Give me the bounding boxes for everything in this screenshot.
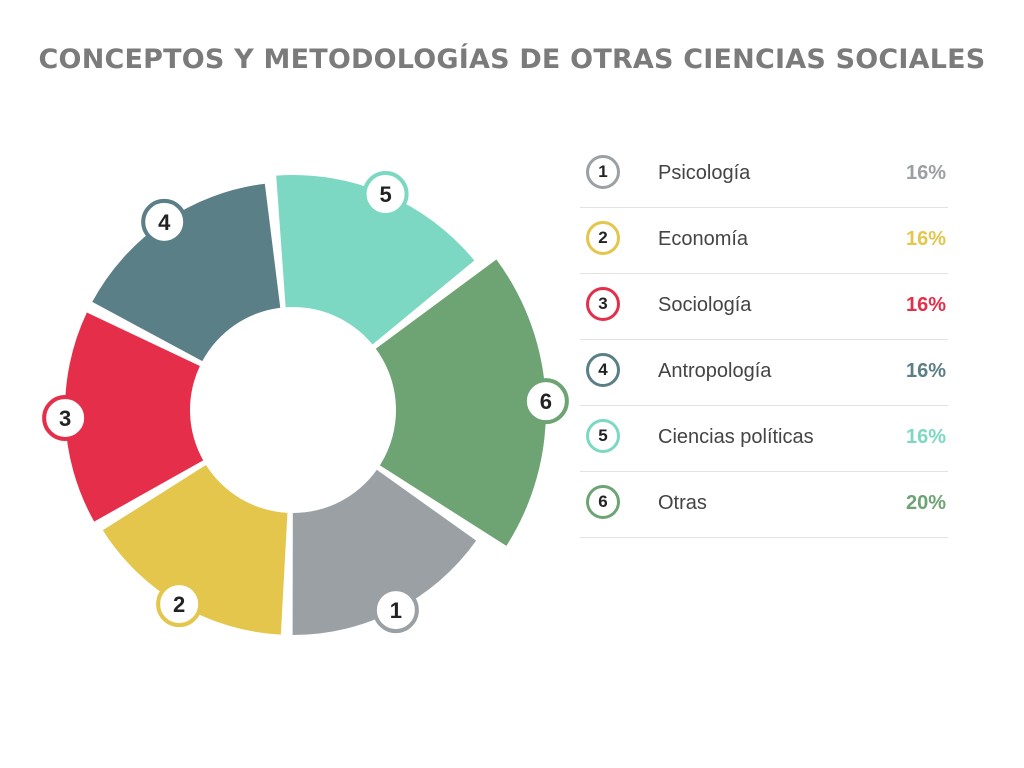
legend-value: 16% <box>905 426 946 448</box>
legend-item: 3 Sociología 16% <box>580 274 948 340</box>
legend-item: 5 Ciencias políticas 16% <box>580 406 948 472</box>
legend-label: Ciencias políticas <box>658 426 814 448</box>
legend-value: 16% <box>905 228 946 250</box>
slice-marker-label: 1 <box>390 598 402 623</box>
legend-marker: 3 <box>586 287 620 321</box>
donut-slice-2 <box>102 465 288 635</box>
legend-marker: 1 <box>586 155 620 189</box>
legend-marker: 2 <box>586 221 620 255</box>
slice-marker-label: 6 <box>540 389 552 414</box>
slice-marker-5: 5 <box>362 171 409 218</box>
slice-marker-2: 2 <box>156 581 203 628</box>
page-title: CONCEPTOS Y METODOLOGÍAS DE OTRAS CIENCI… <box>38 44 986 75</box>
legend-marker: 5 <box>586 419 620 453</box>
legend-label: Otras <box>658 492 707 514</box>
donut-slice-4 <box>92 183 281 362</box>
legend-item: 2 Economía 16% <box>580 208 948 274</box>
donut-slice-6 <box>375 259 546 546</box>
legend-item: 1 Psicología 16% <box>580 142 948 208</box>
legend-value: 16% <box>905 162 946 184</box>
donut-slice-5 <box>276 175 475 345</box>
legend-item: 6 Otras 20% <box>580 472 948 538</box>
slice-marker-label: 3 <box>59 406 71 431</box>
legend-marker: 6 <box>586 485 620 519</box>
chart-legend: 1 Psicología 16% 2 Economía 16% 3 Sociología 16%… <box>580 142 948 538</box>
legend-value: 16% <box>905 294 946 316</box>
legend-value: 20% <box>905 492 946 514</box>
legend-item: 4 Antropología 16% <box>580 340 948 406</box>
slice-marker-3: 3 <box>42 394 89 441</box>
slice-marker-1: 1 <box>372 587 419 634</box>
legend-label: Psicología <box>658 162 751 184</box>
slice-marker-label: 2 <box>173 592 185 617</box>
donut-slice-3 <box>65 312 204 522</box>
legend-label: Antropología <box>658 360 772 382</box>
slice-marker-label: 4 <box>158 210 171 235</box>
donut-slice-1 <box>292 469 477 635</box>
legend-marker: 4 <box>586 353 620 387</box>
legend-value: 16% <box>905 360 946 382</box>
slice-marker-label: 5 <box>379 182 391 207</box>
slice-marker-4: 4 <box>141 198 188 245</box>
legend-label: Economía <box>658 228 749 250</box>
legend-label: Sociología <box>658 294 752 316</box>
slice-marker-6: 6 <box>522 378 569 425</box>
